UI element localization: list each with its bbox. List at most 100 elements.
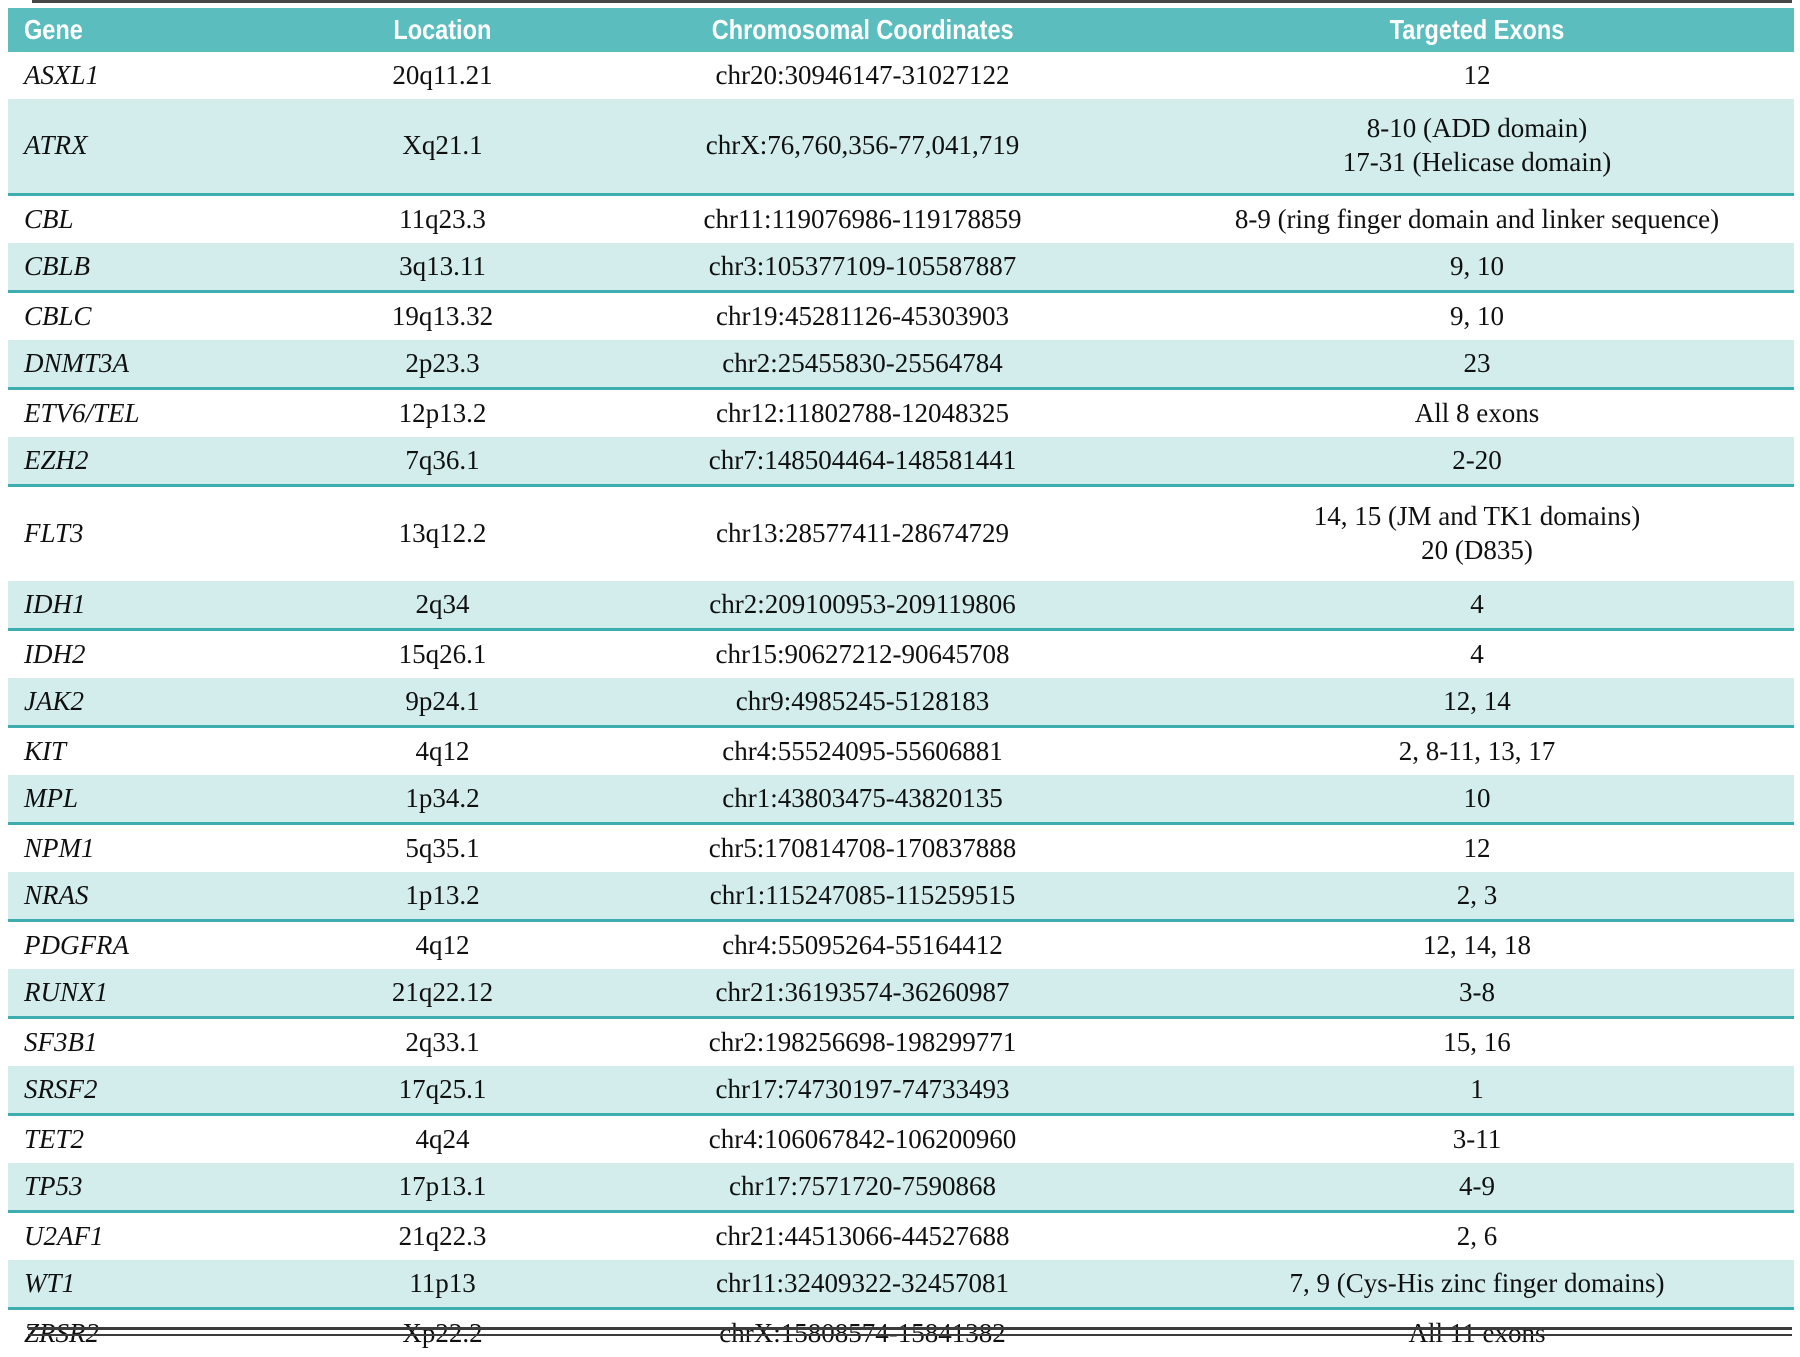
coordinates-cell: chr7:148504464-148581441 <box>565 437 1160 486</box>
gene-cell: TET2 <box>8 1115 320 1164</box>
location-cell: 7q36.1 <box>320 437 565 486</box>
coordinates-cell: chr1:115247085-115259515 <box>565 872 1160 921</box>
location-cell: 5q35.1 <box>320 824 565 873</box>
location-cell: 4q12 <box>320 921 565 970</box>
targeted-exons-cell: 4 <box>1160 630 1794 679</box>
location-cell: 1p13.2 <box>320 872 565 921</box>
coordinates-cell: chr4:55524095-55606881 <box>565 727 1160 776</box>
location-cell: 19q13.32 <box>320 292 565 341</box>
gene-cell: MPL <box>8 775 320 824</box>
table-header: Gene Location Chromosomal Coordinates Ta… <box>8 8 1794 52</box>
exon-line: 4 <box>1160 588 1794 622</box>
exon-line: 1 <box>1160 1073 1794 1107</box>
targeted-exons-cell: All 8 exons <box>1160 389 1794 438</box>
gene-cell: TP53 <box>8 1163 320 1212</box>
coordinates-cell: chr13:28577411-28674729 <box>565 486 1160 582</box>
targeted-exons-cell: 3-11 <box>1160 1115 1794 1164</box>
location-cell: 2q33.1 <box>320 1018 565 1067</box>
targeted-exons-cell: 9, 10 <box>1160 292 1794 341</box>
targeted-exons-cell: 12, 14, 18 <box>1160 921 1794 970</box>
targeted-exons-cell: 12, 14 <box>1160 678 1794 727</box>
location-cell: 3q13.11 <box>320 243 565 292</box>
location-cell: 15q26.1 <box>320 630 565 679</box>
location-cell: 4q24 <box>320 1115 565 1164</box>
exon-line: 4 <box>1160 638 1794 672</box>
gene-cell: PDGFRA <box>8 921 320 970</box>
coordinates-cell: chr11:119076986-119178859 <box>565 195 1160 244</box>
targeted-exons-cell: 4-9 <box>1160 1163 1794 1212</box>
exon-line: 14, 15 (JM and TK1 domains) <box>1160 500 1794 534</box>
gene-cell: NPM1 <box>8 824 320 873</box>
coordinates-cell: chr2:198256698-198299771 <box>565 1018 1160 1067</box>
column-header-chromosomal-coordinates: Chromosomal Coordinates <box>565 8 1160 52</box>
gene-cell: U2AF1 <box>8 1212 320 1261</box>
bottom-frame-rule <box>28 1327 1792 1336</box>
exon-line: 4-9 <box>1160 1170 1794 1204</box>
targeted-exons-cell: 4 <box>1160 581 1794 630</box>
targeted-exons-cell: 23 <box>1160 340 1794 389</box>
exon-line: 15, 16 <box>1160 1026 1794 1060</box>
coordinates-cell: chrX:76,760,356-77,041,719 <box>565 99 1160 195</box>
location-cell: 21q22.12 <box>320 969 565 1018</box>
targeted-exons-cell: 2, 8-11, 13, 17 <box>1160 727 1794 776</box>
coordinates-cell: chr5:170814708-170837888 <box>565 824 1160 873</box>
gene-cell: RUNX1 <box>8 969 320 1018</box>
targeted-exons-cell: 15, 16 <box>1160 1018 1794 1067</box>
exon-line: 7, 9 (Cys-His zinc finger domains) <box>1160 1267 1794 1301</box>
targeted-exons-cell: 2-20 <box>1160 437 1794 486</box>
exon-line: 2, 6 <box>1160 1220 1794 1254</box>
gene-panel-table: Gene Location Chromosomal Coordinates Ta… <box>8 8 1794 1357</box>
coordinates-cell: chr17:74730197-74733493 <box>565 1066 1160 1115</box>
gene-cell: NRAS <box>8 872 320 921</box>
gene-cell: CBLB <box>8 243 320 292</box>
coordinates-cell: chr2:25455830-25564784 <box>565 340 1160 389</box>
location-cell: 20q11.21 <box>320 52 565 99</box>
targeted-exons-cell: 14, 15 (JM and TK1 domains)20 (D835) <box>1160 486 1794 582</box>
location-cell: 13q12.2 <box>320 486 565 582</box>
exon-line: 3-11 <box>1160 1123 1794 1157</box>
exon-line: 2, 3 <box>1160 879 1794 913</box>
exon-line: 9, 10 <box>1160 250 1794 284</box>
exon-line: 23 <box>1160 347 1794 381</box>
coordinates-cell: chr4:106067842-106200960 <box>565 1115 1160 1164</box>
exon-line: 8-10 (ADD domain) <box>1160 112 1794 146</box>
column-header-location: Location <box>320 8 565 52</box>
location-cell: 21q22.3 <box>320 1212 565 1261</box>
exon-line: 12, 14, 18 <box>1160 929 1794 963</box>
coordinates-cell: chr17:7571720-7590868 <box>565 1163 1160 1212</box>
location-cell: 17p13.1 <box>320 1163 565 1212</box>
gene-cell: JAK2 <box>8 678 320 727</box>
gene-cell: ETV6/TEL <box>8 389 320 438</box>
coordinates-cell: chr4:55095264-55164412 <box>565 921 1160 970</box>
coordinates-cell: chr15:90627212-90645708 <box>565 630 1160 679</box>
targeted-exons-cell: 1 <box>1160 1066 1794 1115</box>
exon-line: 20 (D835) <box>1160 534 1794 568</box>
exon-line: 12, 14 <box>1160 685 1794 719</box>
gene-cell: CBLC <box>8 292 320 341</box>
coordinates-cell: chr20:30946147-31027122 <box>565 52 1160 99</box>
gene-cell: WT1 <box>8 1260 320 1309</box>
location-cell: 17q25.1 <box>320 1066 565 1115</box>
gene-cell: CBL <box>8 195 320 244</box>
exon-line: 2, 8-11, 13, 17 <box>1160 735 1794 769</box>
coordinates-cell: chr9:4985245-5128183 <box>565 678 1160 727</box>
coordinates-cell: chr3:105377109-105587887 <box>565 243 1160 292</box>
coordinates-cell: chr21:36193574-36260987 <box>565 969 1160 1018</box>
exon-line: 9, 10 <box>1160 300 1794 334</box>
location-cell: 2p23.3 <box>320 340 565 389</box>
